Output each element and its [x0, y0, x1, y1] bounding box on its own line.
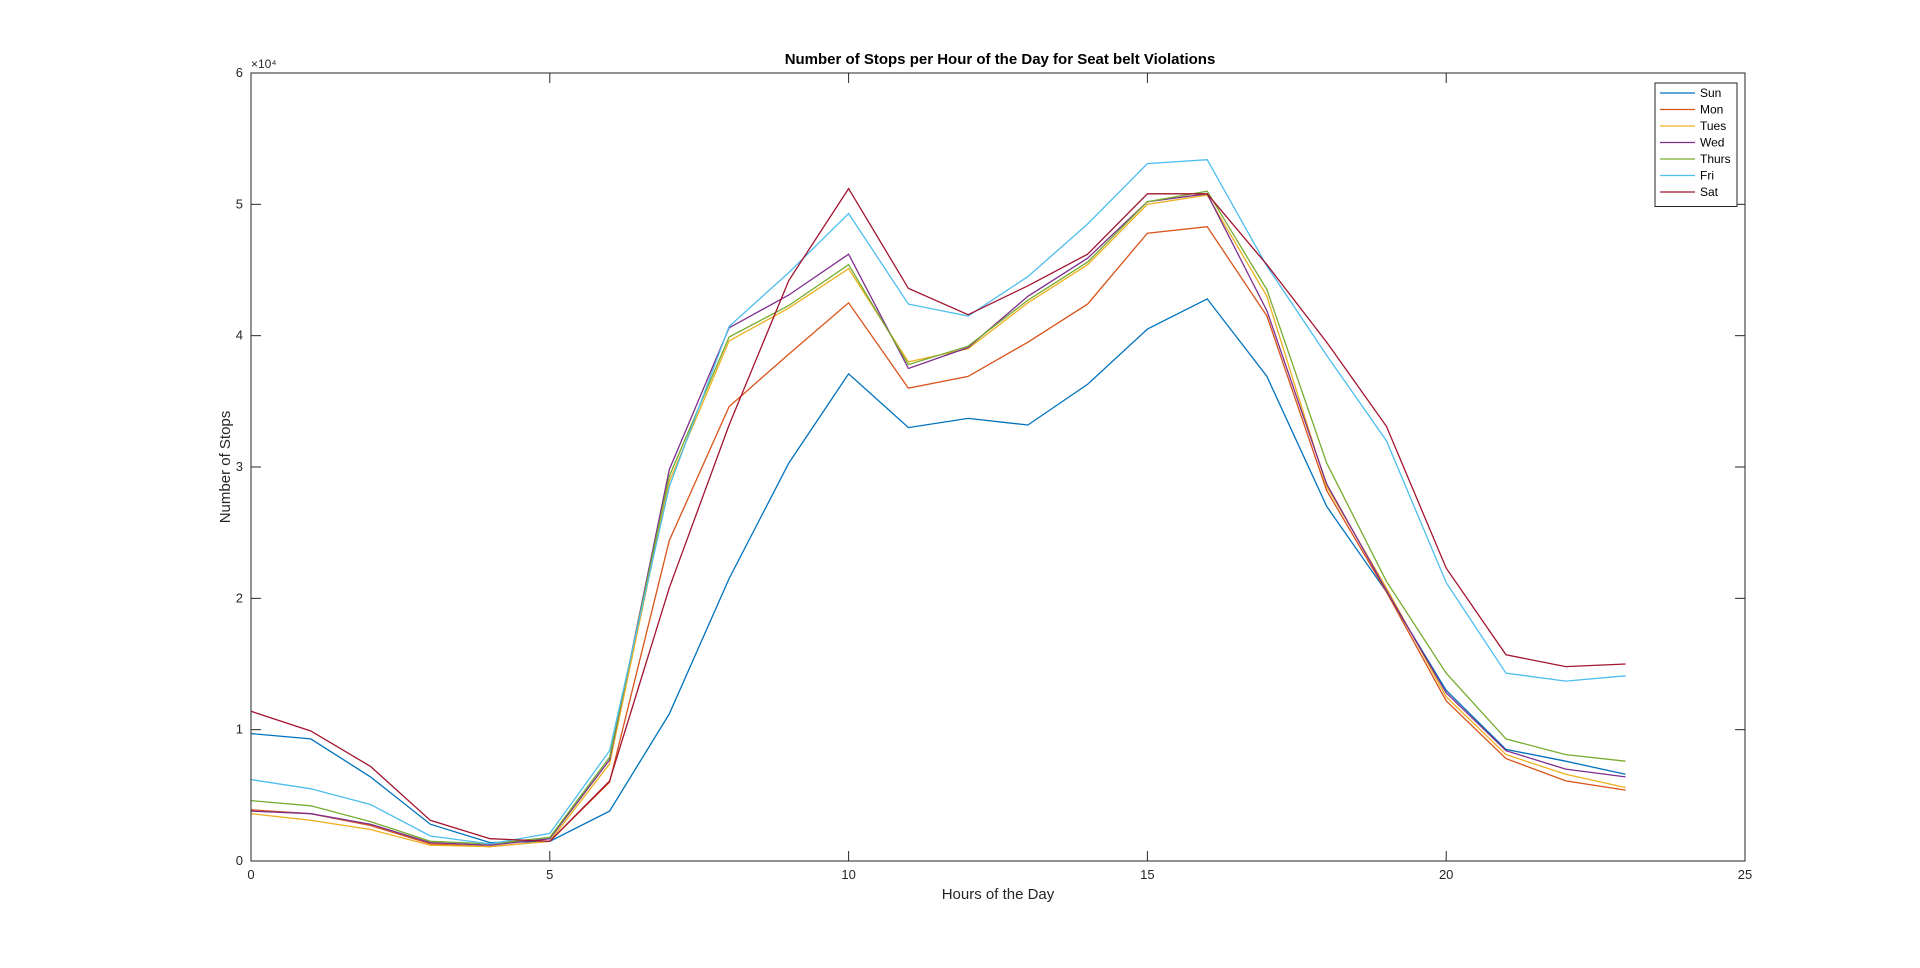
- y-tick-label: 4: [236, 328, 243, 343]
- x-tick-label: 15: [1140, 867, 1154, 882]
- legend-label-wed: Wed: [1700, 136, 1724, 150]
- y-tick-label: 3: [236, 459, 243, 474]
- y-tick-label: 0: [236, 853, 243, 868]
- plot-area: [251, 73, 1745, 861]
- y-tick-label: 5: [236, 196, 243, 211]
- legend-label-fri: Fri: [1700, 169, 1714, 183]
- y-tick-label: 1: [236, 722, 243, 737]
- x-axis-label: Hours of the Day: [942, 886, 1055, 903]
- axes-layer: 0 5 10 15 20 25 0 1 2 3 4 5 6: [236, 65, 1752, 882]
- legend-label-tues: Tues: [1700, 119, 1726, 133]
- y-tick-label: 2: [236, 590, 243, 605]
- series-layer: [250, 159, 1626, 848]
- legend-label-mon: Mon: [1700, 103, 1723, 117]
- y-axis-exponent-label: ×10⁴: [251, 57, 277, 71]
- x-tick-label: 25: [1738, 867, 1752, 882]
- legend-box: [1654, 82, 1738, 207]
- x-tick-label: 5: [546, 867, 553, 882]
- x-tick-label: 20: [1439, 867, 1453, 882]
- legend[interactable]: Sun Mon Tues Wed Thurs Fri Sat: [1654, 82, 1738, 207]
- x-tick-label: 0: [247, 867, 254, 882]
- y-axis-label: Number of Stops: [217, 411, 234, 524]
- series-line-wed: [250, 193, 1626, 846]
- legend-label-sat: Sat: [1700, 185, 1719, 199]
- x-tick-label: 10: [841, 867, 855, 882]
- series-line-thurs: [250, 190, 1626, 845]
- legend-label-sun: Sun: [1700, 86, 1721, 100]
- series-line-fri: [250, 159, 1626, 845]
- chart-title: Number of Stops per Hour of the Day for …: [785, 51, 1216, 68]
- series-line-sat: [250, 187, 1626, 842]
- y-tick-label: 6: [236, 65, 243, 80]
- legend-label-thurs: Thurs: [1700, 152, 1731, 166]
